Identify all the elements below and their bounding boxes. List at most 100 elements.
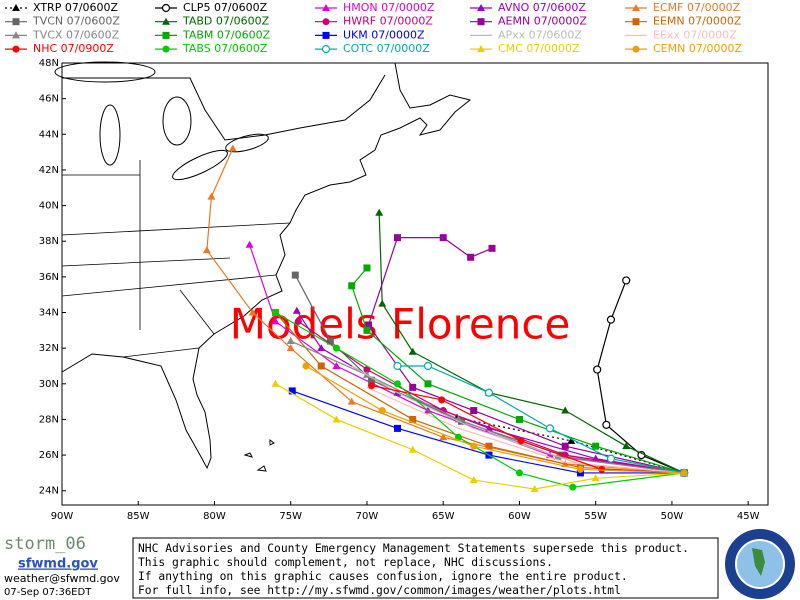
track-marker xyxy=(271,379,280,387)
track-marker xyxy=(515,415,523,423)
notice-line: For full info, see http://my.sfwmd.gov/c… xyxy=(138,584,621,597)
legend-label: TVCN 07/0600Z xyxy=(32,15,120,28)
y-tick-label: 36N xyxy=(39,272,59,283)
legend-marker xyxy=(12,31,20,39)
track-marker xyxy=(207,192,216,200)
legend-marker xyxy=(12,18,20,26)
legend-marker xyxy=(477,4,485,11)
track-marker xyxy=(332,361,341,369)
track-line xyxy=(596,280,685,474)
y-tick-label: 34N xyxy=(39,308,59,319)
border xyxy=(62,74,386,141)
legend-label: AVNO 07/0600Z xyxy=(498,1,586,14)
track-marker xyxy=(602,420,611,429)
x-tick-label: 60W xyxy=(508,511,531,522)
legend-marker xyxy=(322,18,330,26)
track-marker xyxy=(439,433,448,441)
annotation: Models Florence xyxy=(230,300,571,349)
track-marker xyxy=(484,388,494,397)
track-marker xyxy=(488,244,496,252)
legend-marker xyxy=(162,31,170,39)
lake xyxy=(54,61,156,83)
notice-line: This graphic should complement, not repl… xyxy=(138,556,553,569)
track-marker xyxy=(364,321,372,329)
y-tick-label: 26N xyxy=(39,450,59,461)
track-marker xyxy=(363,366,371,374)
x-tick-label: 70W xyxy=(356,511,379,522)
track-marker xyxy=(292,306,301,314)
track-marker xyxy=(408,347,417,355)
x-tick-label: 85W xyxy=(127,511,150,522)
y-tick-label: 24N xyxy=(39,486,59,497)
y-tick-label: 44N xyxy=(39,129,59,140)
x-tick-label: 50W xyxy=(661,511,684,522)
legend-label: HMON 07/0000Z xyxy=(343,1,435,14)
legend-label: ECMF 07/0000Z xyxy=(653,1,741,14)
map-outline xyxy=(54,61,472,472)
legend-label: TABS 07/0600Z xyxy=(182,42,268,55)
track-marker xyxy=(569,483,577,491)
track-marker xyxy=(393,234,401,242)
legend-marker xyxy=(322,31,330,39)
track-marker xyxy=(408,445,417,453)
legend-label: UKM 07/0000Z xyxy=(343,28,425,41)
legend-marker xyxy=(162,17,170,25)
track-marker xyxy=(368,376,376,384)
track-marker xyxy=(375,208,384,216)
track-line xyxy=(367,237,685,474)
track-marker xyxy=(606,454,616,463)
x-tick-label: 55W xyxy=(584,511,607,522)
legend-marker xyxy=(322,4,330,11)
track-marker xyxy=(393,380,401,388)
track-marker xyxy=(515,469,523,477)
legend-marker xyxy=(477,45,485,53)
lake xyxy=(225,133,269,153)
track-marker xyxy=(202,246,211,254)
legend-label: NHC 07/0900Z xyxy=(33,42,114,55)
y-tick-label: 28N xyxy=(39,414,59,425)
track-marker xyxy=(271,309,279,317)
x-tick-label: 65W xyxy=(432,511,455,522)
plot-frame xyxy=(61,62,769,506)
track-marker xyxy=(517,437,525,445)
track-marker xyxy=(363,326,371,334)
state-lines xyxy=(61,160,291,358)
site: sfwmd.gov xyxy=(18,557,98,572)
track-marker xyxy=(485,442,493,450)
legend-label: COTC 07/0000Z xyxy=(343,42,430,55)
track-marker xyxy=(409,383,417,391)
track-marker xyxy=(317,362,325,370)
track-marker xyxy=(286,337,295,345)
track-marker xyxy=(469,476,478,484)
legend-marker xyxy=(321,44,331,54)
track-marker xyxy=(248,308,257,316)
seal-map xyxy=(752,548,765,576)
track-marker xyxy=(378,407,386,415)
legend-marker xyxy=(632,18,640,26)
y-tick-label: 48N xyxy=(39,58,59,69)
track-marker xyxy=(592,442,600,450)
track-marker xyxy=(288,387,296,395)
legend-label: HWRF 07/0000Z xyxy=(343,15,433,28)
y-tick-label: 46N xyxy=(39,94,59,105)
email: weather@sfwmd.gov xyxy=(4,572,120,585)
track-line xyxy=(397,365,685,474)
track-marker xyxy=(363,264,371,272)
legend-label: TABD 07/0600Z xyxy=(182,15,270,28)
x-tick-label: 90W xyxy=(51,511,74,522)
legend-label: AEMN 07/0000Z xyxy=(498,15,587,28)
legend-marker xyxy=(12,4,20,11)
y-tick-label: 32N xyxy=(39,343,59,354)
track-marker xyxy=(606,315,616,324)
track-marker xyxy=(545,424,555,433)
track-marker xyxy=(317,344,326,352)
track-marker xyxy=(576,465,584,473)
track-marker xyxy=(622,442,631,450)
legend-marker xyxy=(477,18,485,26)
y-tick-label: 30N xyxy=(39,379,59,390)
legend-marker xyxy=(632,45,640,53)
legend-label: TABM 07/0600Z xyxy=(182,28,271,41)
track-marker xyxy=(561,442,569,450)
track-marker xyxy=(438,396,446,404)
